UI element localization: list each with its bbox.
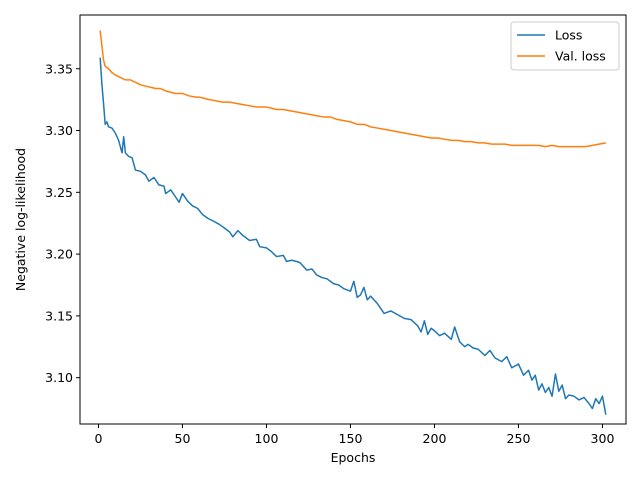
x-tick-label: 50 [175,431,191,446]
y-axis-label: Negative log-likelihood [13,148,28,291]
x-tick-label: 300 [591,431,615,446]
series-layer [99,30,607,415]
legend-box [510,21,620,71]
x-tick-label: 0 [95,431,103,446]
plot-area [79,14,627,425]
series-line-val-loss [99,30,606,148]
y-tick-label: 3.30 [45,123,73,138]
y-tick-label: 3.10 [45,370,73,385]
x-tick-label: 250 [507,431,531,446]
y-tick-label: 3.15 [45,308,73,323]
legend-label-val-loss: Val. loss [555,49,606,64]
x-tick-label: 200 [423,431,447,446]
legend: Loss Val. loss [510,21,620,71]
y-axis-ticks: 3.10 3.15 3.20 3.25 3.30 3.35 [45,61,80,385]
y-tick-label: 3.25 [45,185,73,200]
x-tick-label: 100 [255,431,279,446]
x-axis-ticks: 0 50 100 150 200 250 300 [95,424,615,446]
y-tick-label: 3.20 [45,247,73,262]
y-tick-label: 3.35 [45,61,73,76]
series-line-loss [99,57,607,415]
plot-frame [79,14,627,425]
x-axis-label: Epochs [331,450,376,465]
x-tick-label: 150 [339,431,363,446]
legend-label-loss: Loss [555,28,582,43]
